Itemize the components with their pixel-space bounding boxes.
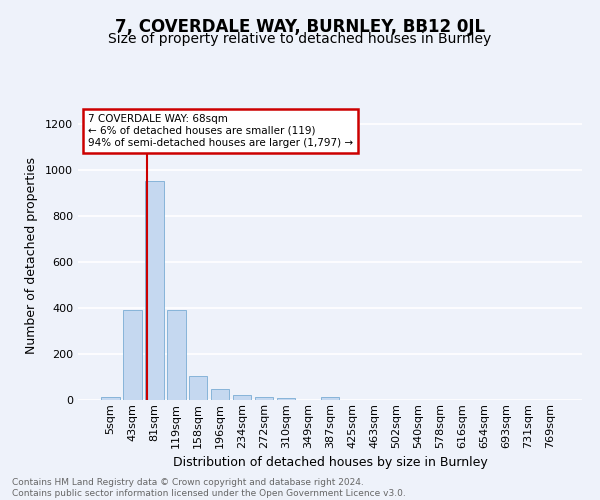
Bar [123, 310, 142, 400]
Bar [145, 182, 164, 400]
Text: Size of property relative to detached houses in Burnley: Size of property relative to detached ho… [109, 32, 491, 46]
X-axis label: Distribution of detached houses by size in Burnley: Distribution of detached houses by size … [173, 456, 487, 469]
Text: 7, COVERDALE WAY, BURNLEY, BB12 0JL: 7, COVERDALE WAY, BURNLEY, BB12 0JL [115, 18, 485, 36]
Y-axis label: Number of detached properties: Number of detached properties [25, 156, 38, 354]
Bar [233, 396, 251, 400]
Bar [320, 397, 340, 400]
Bar [189, 376, 208, 400]
Bar [101, 397, 119, 400]
Bar [211, 389, 229, 400]
Bar [277, 398, 295, 400]
Text: Contains HM Land Registry data © Crown copyright and database right 2024.
Contai: Contains HM Land Registry data © Crown c… [12, 478, 406, 498]
Bar [167, 310, 185, 400]
Bar [255, 397, 274, 400]
Text: 7 COVERDALE WAY: 68sqm
← 6% of detached houses are smaller (119)
94% of semi-det: 7 COVERDALE WAY: 68sqm ← 6% of detached … [88, 114, 353, 148]
